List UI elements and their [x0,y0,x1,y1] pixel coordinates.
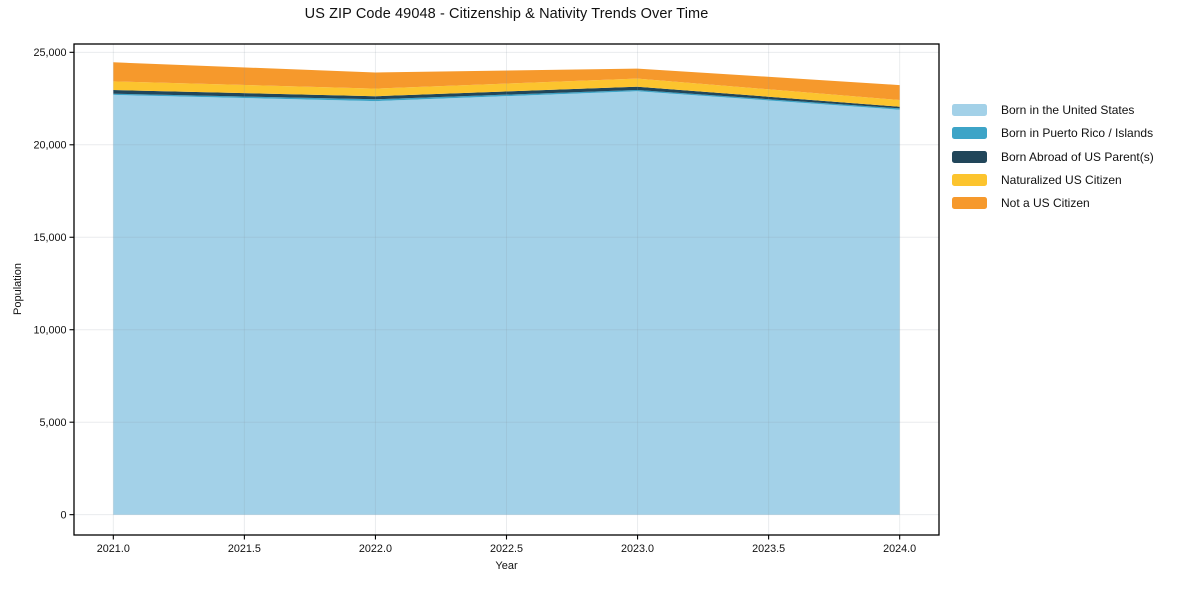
x-tick-label: 2021.0 [97,543,130,555]
x-tick-label: 2021.5 [228,543,261,555]
y-tick-label: 15,000 [33,232,66,244]
legend-label: Born in Puerto Rico / Islands [1001,126,1154,141]
legend-swatch [952,173,987,186]
x-tick-label: 2022.5 [490,543,523,555]
area-series-4 [113,62,900,100]
legend-swatch [952,104,987,116]
chart-title: US ZIP Code 49048 - Citizenship & Nativi… [304,6,709,22]
legend-item-4: Not a US Citizen [952,196,1154,211]
legend-swatch [952,127,987,140]
legend: Born in the United States Born in Puerto … [952,104,1154,220]
y-tick-label: 20,000 [33,140,66,152]
y-tick-label: 25,000 [33,47,66,59]
x-axis-title: Year [495,560,518,572]
x-tick-label: 2023.0 [621,543,654,555]
area-series-0 [113,91,900,515]
y-tick-label: 10,000 [33,325,66,337]
legend-item-2: Born Abroad of US Parent(s) [952,149,1154,164]
area-series-3 [113,78,900,107]
legend-label: Born in the United States [1001,103,1135,117]
x-tick-label: 2022.0 [359,543,392,555]
legend-swatch [952,150,987,163]
legend-item-3: Naturalized US Citizen [952,172,1154,187]
y-tick-label: 0 [60,509,66,521]
area-series-2 [113,86,900,109]
y-tick-label: 5,000 [39,417,66,429]
legend-label: Not a US Citizen [1001,196,1090,211]
y-axis-title: Population [12,263,24,315]
legend-item-1: Born in Puerto Rico / Islands [952,126,1154,141]
x-tick-label: 2024.0 [883,543,916,555]
legend-label: Naturalized US Citizen [1001,172,1122,187]
area-series-1 [113,90,900,110]
legend-item-0: Born in the United States [952,104,1154,116]
legend-swatch [952,197,987,210]
legend-label: Born Abroad of US Parent(s) [1001,149,1154,164]
x-tick-label: 2023.5 [752,543,785,555]
